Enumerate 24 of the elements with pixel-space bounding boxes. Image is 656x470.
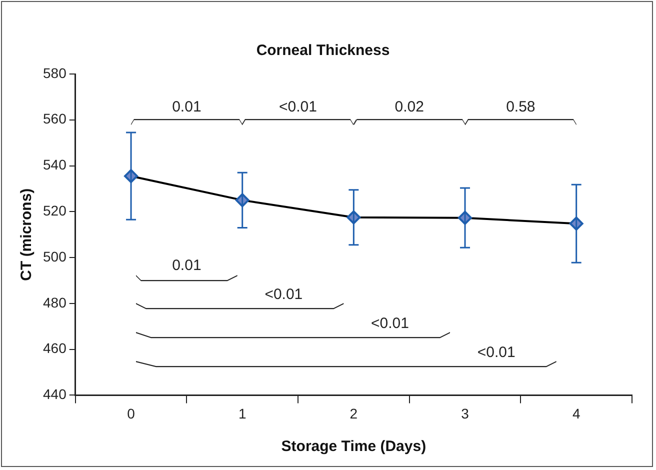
- annotation: 0.02: [394, 98, 424, 116]
- annotation: <0.01: [371, 315, 409, 332]
- chart-title: Corneal Thickness: [256, 42, 390, 60]
- x-axis-title: Storage Time (Days): [281, 438, 426, 456]
- annotation: 0.01: [172, 98, 202, 116]
- annotation: <0.01: [279, 98, 317, 116]
- y-axis-title: CT (microns): [18, 188, 36, 281]
- y-tick-label: 480: [43, 294, 67, 310]
- y-tick-label: 540: [43, 156, 67, 173]
- y-tick-label: 520: [43, 202, 67, 219]
- y-tick-label: 440: [43, 386, 67, 402]
- x-tick-label: 4: [572, 405, 580, 422]
- annotation: 0.01: [172, 257, 202, 274]
- annotation: <0.01: [477, 344, 516, 361]
- y-tick-label: 500: [43, 248, 67, 264]
- x-tick-label: 3: [461, 405, 470, 422]
- x-tick-label: 1: [238, 405, 246, 422]
- annotation: 0.58: [506, 98, 536, 116]
- y-tick-label: 460: [43, 340, 67, 356]
- y-tick-label: 580: [43, 64, 67, 81]
- annotation: <0.01: [264, 286, 303, 304]
- x-tick-label: 0: [127, 405, 136, 422]
- y-tick-label: 560: [43, 110, 67, 127]
- x-tick-label: 2: [350, 405, 358, 422]
